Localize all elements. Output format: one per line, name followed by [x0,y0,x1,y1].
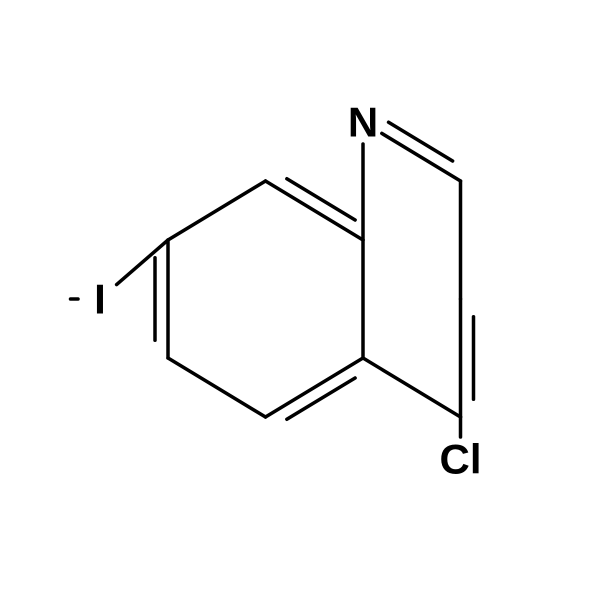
atom-label: N [348,99,378,146]
atom-label: I [94,276,106,323]
molecule-diagram: N Cl I [0,0,600,600]
atom-label: Cl [440,436,482,483]
